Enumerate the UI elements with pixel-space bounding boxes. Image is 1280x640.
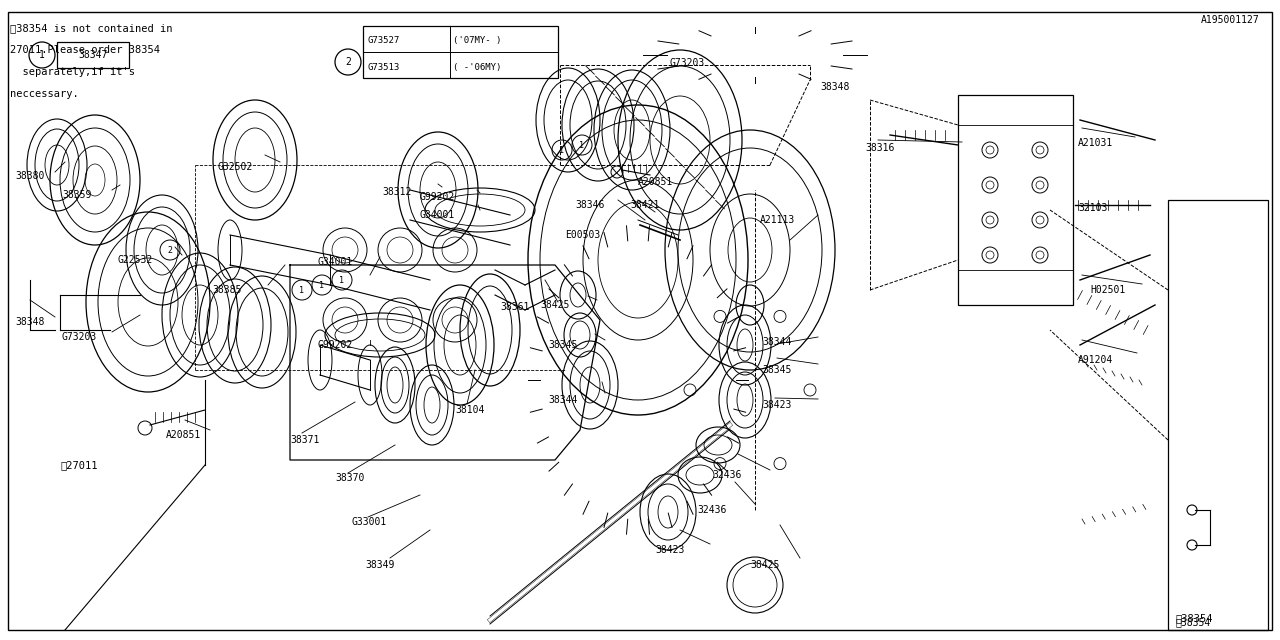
Text: 1: 1 xyxy=(300,285,305,294)
Text: 38344: 38344 xyxy=(548,395,577,405)
Text: ( -'06MY): ( -'06MY) xyxy=(453,63,502,72)
Text: 2: 2 xyxy=(168,246,173,255)
Text: 38346: 38346 xyxy=(575,200,604,210)
Text: 38345: 38345 xyxy=(548,340,577,350)
Text: G73203: G73203 xyxy=(61,332,97,342)
Bar xyxy=(1169,200,1268,630)
Text: ‸38354 is not contained in: ‸38354 is not contained in xyxy=(10,23,173,33)
Text: separately,if it's: separately,if it's xyxy=(10,67,134,77)
Bar xyxy=(58,42,129,68)
Text: 1: 1 xyxy=(320,280,325,289)
Text: 38385: 38385 xyxy=(212,285,242,295)
Text: G99202: G99202 xyxy=(420,192,456,202)
Text: A21113: A21113 xyxy=(760,215,795,225)
Text: 38347: 38347 xyxy=(78,50,108,60)
Text: G99202: G99202 xyxy=(317,340,353,350)
Text: A91204: A91204 xyxy=(1078,355,1114,365)
Text: 38423: 38423 xyxy=(762,400,791,410)
Text: 38312: 38312 xyxy=(381,187,411,197)
Text: G32502: G32502 xyxy=(218,162,253,172)
Text: 1: 1 xyxy=(40,50,45,60)
Text: 32436: 32436 xyxy=(712,470,741,480)
Text: ‸27011: ‸27011 xyxy=(60,460,97,470)
Text: 1: 1 xyxy=(559,145,564,154)
Text: 38348: 38348 xyxy=(820,82,850,92)
Bar xyxy=(957,95,1073,305)
Text: 2: 2 xyxy=(346,57,351,67)
Text: 38371: 38371 xyxy=(291,435,320,445)
Text: 38344: 38344 xyxy=(762,337,791,347)
Text: neccessary.: neccessary. xyxy=(10,89,79,99)
Text: 38423: 38423 xyxy=(655,545,685,555)
Text: 32103: 32103 xyxy=(1078,203,1107,213)
Text: G33001: G33001 xyxy=(352,517,388,527)
Text: E00503: E00503 xyxy=(564,230,600,240)
Text: G73527: G73527 xyxy=(367,35,399,45)
Text: 38345: 38345 xyxy=(762,365,791,375)
Text: 38348: 38348 xyxy=(15,317,45,327)
Text: 1: 1 xyxy=(339,275,344,285)
Text: A195001127: A195001127 xyxy=(1201,15,1260,25)
Text: A20851: A20851 xyxy=(637,177,673,187)
Text: 38380: 38380 xyxy=(15,171,45,181)
Text: A20851: A20851 xyxy=(166,430,201,440)
Text: 38425: 38425 xyxy=(750,560,780,570)
Text: 38349: 38349 xyxy=(365,560,394,570)
Text: 38316: 38316 xyxy=(865,143,895,153)
Text: 38425: 38425 xyxy=(540,300,570,310)
Text: 1: 1 xyxy=(580,141,585,150)
Bar xyxy=(364,26,558,78)
Text: 38104: 38104 xyxy=(454,405,484,415)
Text: ‸38354: ‸38354 xyxy=(1175,613,1212,623)
Text: 27011.Please order 38354: 27011.Please order 38354 xyxy=(10,45,160,55)
Text: 38361: 38361 xyxy=(500,302,530,312)
Text: G34001: G34001 xyxy=(420,210,456,220)
Text: 32436: 32436 xyxy=(698,505,726,515)
Text: G22532: G22532 xyxy=(118,255,154,265)
Text: G34001: G34001 xyxy=(317,257,353,267)
Text: G73513: G73513 xyxy=(367,63,399,72)
Text: 38370: 38370 xyxy=(335,473,365,483)
Text: 38359: 38359 xyxy=(61,190,91,200)
Text: ('07MY- ): ('07MY- ) xyxy=(453,35,502,45)
Text: ‸38354: ‸38354 xyxy=(1175,617,1211,627)
Text: H02501: H02501 xyxy=(1091,285,1125,295)
Text: 38421: 38421 xyxy=(630,200,659,210)
Text: A21031: A21031 xyxy=(1078,138,1114,148)
Text: G73203: G73203 xyxy=(669,58,705,68)
